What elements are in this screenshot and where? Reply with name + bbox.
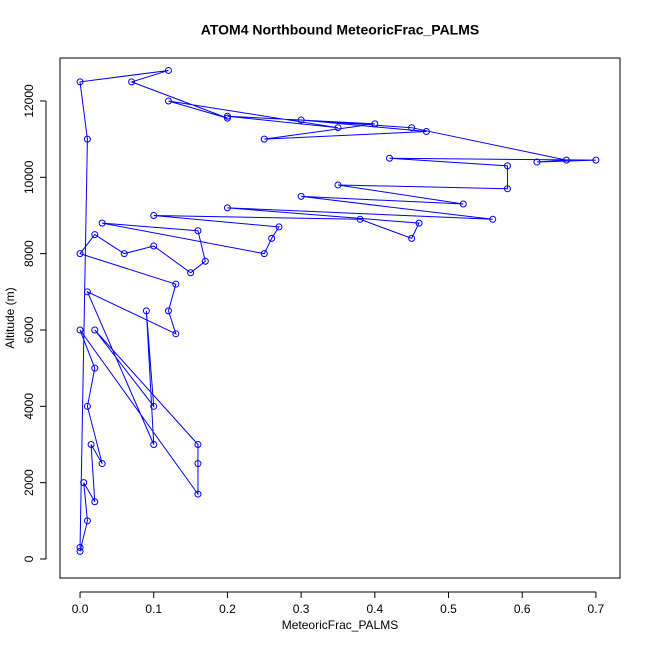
data-point: [128, 78, 136, 86]
data-point: [297, 116, 305, 124]
data-point: [150, 211, 158, 219]
y-tick-label: 2000: [22, 469, 36, 496]
data-point: [459, 200, 467, 208]
data-point: [80, 479, 88, 487]
data-point: [150, 402, 158, 410]
data-point: [489, 215, 497, 223]
data-point: [87, 440, 95, 448]
data-point: [187, 269, 195, 277]
data-point: [592, 156, 600, 164]
chart-title: ATOM4 Northbound MeteoricFrac_PALMS: [201, 22, 479, 38]
data-point: [76, 544, 84, 552]
data-point: [172, 330, 180, 338]
data-point: [98, 460, 106, 468]
y-tick-label: 6000: [22, 316, 36, 343]
data-point: [76, 250, 84, 258]
x-tick-label: 0.2: [219, 602, 236, 616]
data-point: [268, 234, 276, 242]
data-point: [334, 181, 342, 189]
data-point: [142, 307, 150, 315]
data-point: [120, 250, 128, 258]
data-point: [172, 280, 180, 288]
data-point: [98, 219, 106, 227]
data-point: [356, 215, 364, 223]
y-tick-label: 4000: [22, 393, 36, 420]
data-point: [297, 192, 305, 200]
data-point: [91, 364, 99, 372]
data-point: [150, 440, 158, 448]
x-tick-label: 0.1: [145, 602, 162, 616]
data-point: [164, 307, 172, 315]
y-axis-label: Altitude (m): [3, 287, 17, 348]
x-tick-label: 0.7: [588, 602, 605, 616]
data-point: [562, 156, 570, 164]
x-axis-label: MeteoricFrac_PALMS: [282, 618, 398, 632]
data-point: [533, 158, 541, 166]
data-point: [415, 219, 423, 227]
data-point: [223, 114, 231, 122]
data-point: [334, 124, 342, 132]
data-point: [83, 517, 91, 525]
x-tick-label: 0.6: [514, 602, 531, 616]
data-point: [260, 135, 268, 143]
data-point: [164, 97, 172, 105]
x-tick-label: 0.4: [366, 602, 383, 616]
data-point: [223, 112, 231, 120]
y-tick-label: 8000: [22, 240, 36, 267]
data-point: [194, 460, 202, 468]
data-point: [503, 162, 511, 170]
series-line: [79, 69, 596, 552]
data-point: [386, 154, 394, 162]
data-point: [194, 490, 202, 498]
y-tick-label: 0: [22, 555, 36, 562]
y-tick-label: 12000: [22, 84, 36, 118]
data-point: [194, 440, 202, 448]
data-point: [83, 402, 91, 410]
data-point: [76, 326, 84, 334]
data-point: [408, 234, 416, 242]
data-point: [91, 326, 99, 334]
data-point: [260, 250, 268, 258]
data-point: [91, 498, 99, 506]
y-tick-label: 10000: [22, 160, 36, 194]
data-point: [201, 257, 209, 265]
x-tick-label: 0.0: [72, 602, 89, 616]
data-point: [83, 288, 91, 296]
data-point: [503, 185, 511, 193]
x-tick-label: 0.5: [440, 602, 457, 616]
data-point: [150, 242, 158, 250]
data-point: [76, 547, 84, 555]
data-point: [164, 66, 172, 74]
data-point: [223, 204, 231, 212]
data-point: [83, 135, 91, 143]
data-point: [408, 124, 416, 132]
plot-frame: [59, 57, 621, 579]
data-point: [194, 227, 202, 235]
data-point: [76, 78, 84, 86]
x-tick-label: 0.3: [293, 602, 310, 616]
data-point: [91, 231, 99, 239]
data-point: [371, 120, 379, 128]
data-point: [275, 223, 283, 231]
data-point: [422, 128, 430, 136]
